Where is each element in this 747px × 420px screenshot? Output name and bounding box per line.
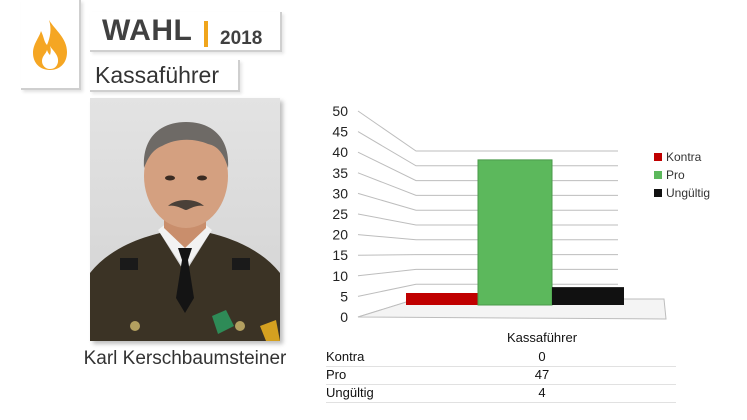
table-row: Ungültig 4: [326, 384, 676, 403]
bar-kontra: [406, 293, 478, 305]
table-row: Kontra 0: [326, 348, 676, 367]
page-title: WAHL: [102, 14, 193, 47]
row-value: 47: [534, 367, 550, 382]
y-tick-label: 5: [340, 288, 348, 304]
y-tick-label: 20: [332, 227, 348, 243]
subtitle-box: Kassaführer: [90, 60, 240, 92]
row-label: Kontra: [326, 349, 365, 364]
flame-icon: [33, 20, 67, 70]
y-tick-label: 0: [340, 309, 348, 325]
bar-ungültig: [552, 287, 624, 305]
title-year: 2018: [220, 28, 263, 49]
y-tick-label: 35: [332, 165, 348, 181]
legend-swatch: [654, 189, 662, 197]
y-tick-label: 45: [332, 124, 348, 140]
title-box: WAHL 2018: [90, 12, 282, 52]
table-row: Pro 47: [326, 366, 676, 385]
y-tick-label: 50: [332, 103, 348, 119]
page-subtitle: Kassaführer: [95, 62, 220, 88]
row-value: 0: [538, 349, 546, 364]
bar-pro: [477, 159, 553, 306]
legend-label: Ungültig: [666, 186, 711, 200]
row-label: Pro: [326, 367, 347, 382]
gridline: [357, 110, 618, 152]
y-tick-label: 15: [332, 247, 348, 263]
legend-label: Kontra: [666, 150, 702, 164]
candidate-name: Karl Kerschbaumsteiner: [83, 348, 287, 369]
table-header: Kassaführer: [506, 330, 578, 345]
legend-swatch: [654, 153, 662, 161]
bar-chart: 0 5 10 15 20 25 30 35 40 45 50: [332, 103, 667, 325]
y-tick-label: 25: [332, 206, 348, 222]
y-tick-label: 40: [332, 144, 348, 160]
logo-box: [21, 0, 81, 90]
row-label: Ungültig: [326, 385, 374, 400]
y-tick-label: 10: [332, 268, 348, 284]
portrait-photo: [90, 98, 280, 341]
legend-label: Pro: [666, 168, 685, 182]
legend-swatch: [654, 171, 662, 179]
y-tick-label: 30: [332, 185, 348, 201]
row-value: 4: [538, 385, 546, 400]
title-separator: [204, 21, 208, 47]
